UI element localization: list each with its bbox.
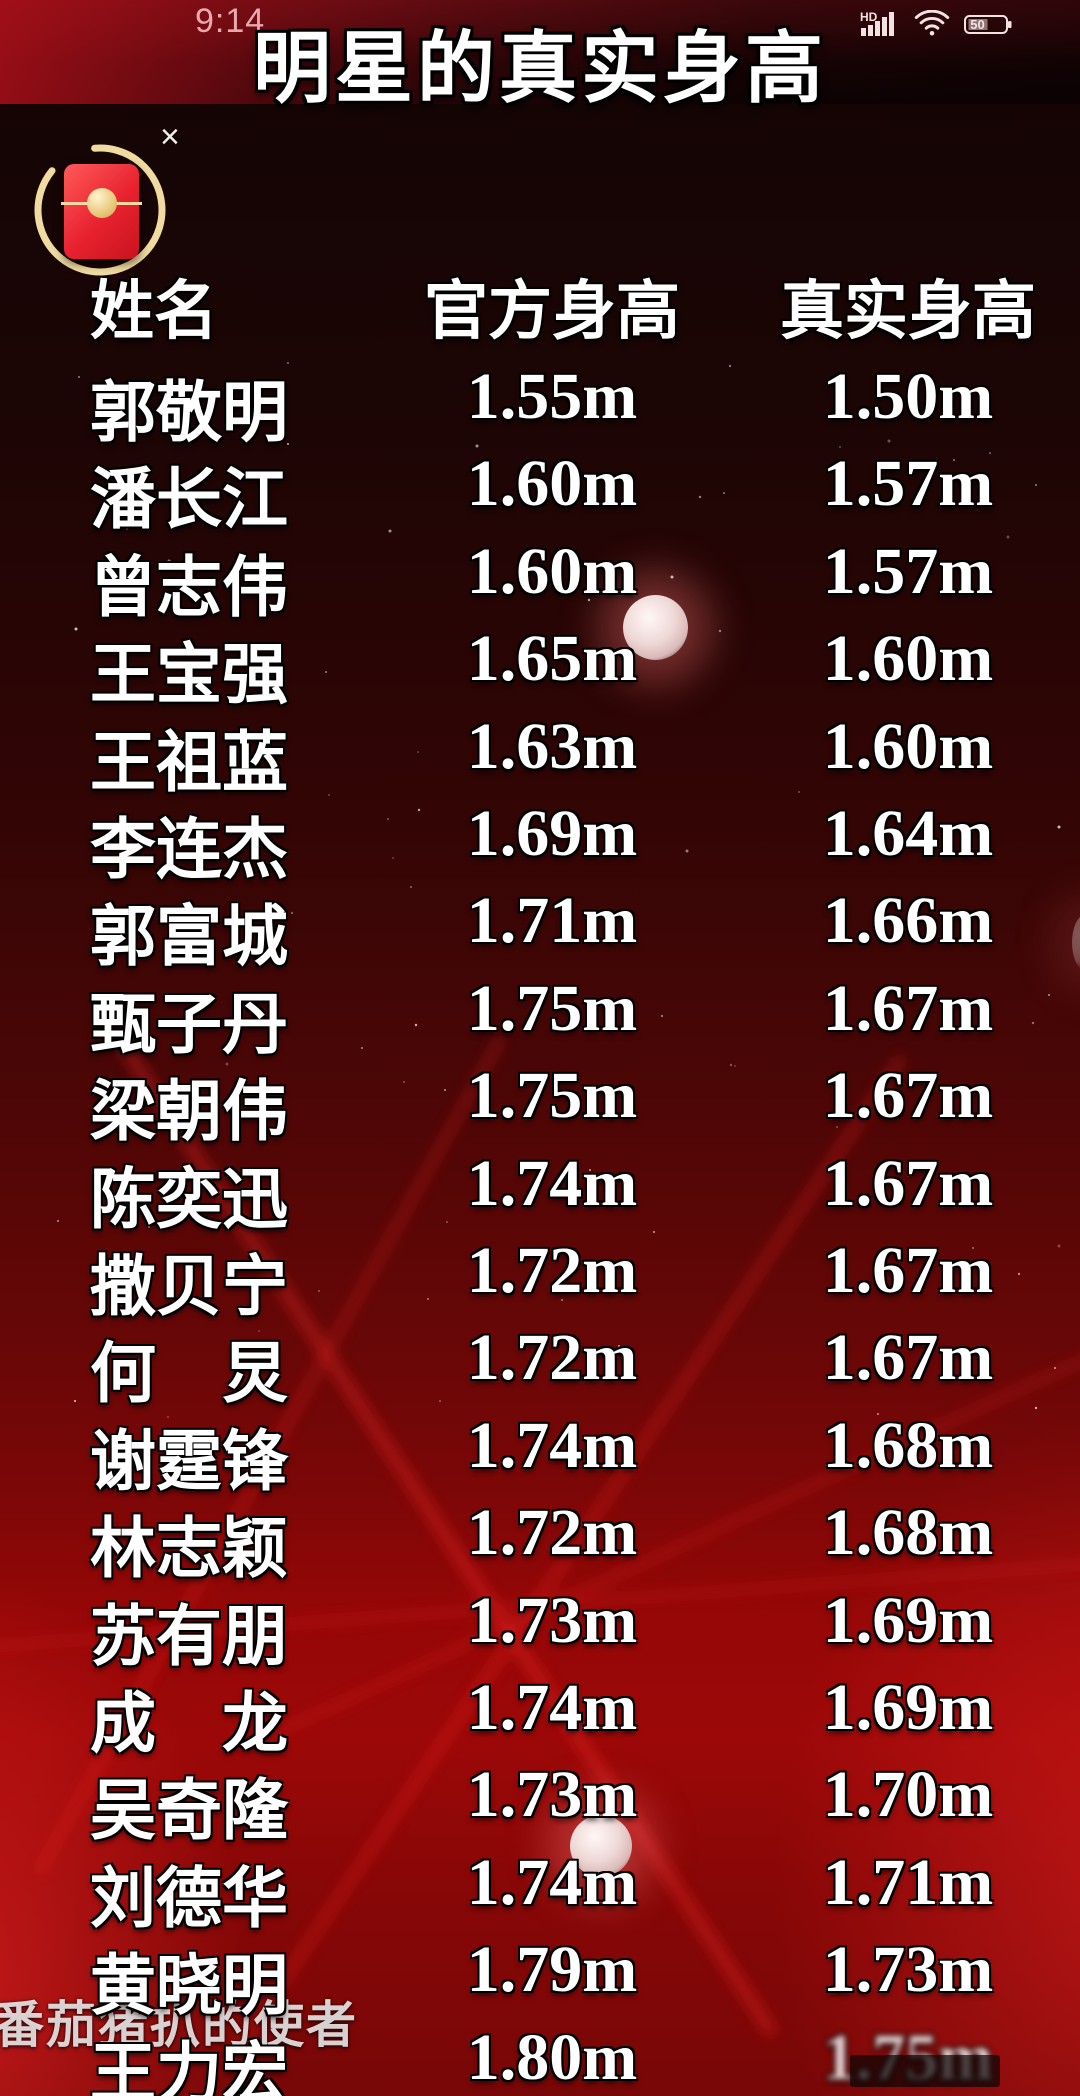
svg-text:50: 50 (970, 17, 984, 32)
